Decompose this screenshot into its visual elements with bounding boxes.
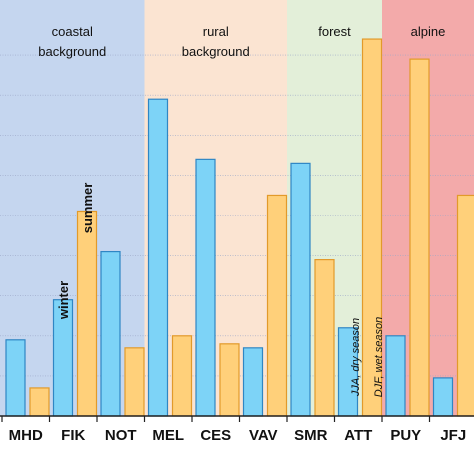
x-tick-label-NOT: NOT [105, 427, 137, 444]
region-label-0-line-0: coastal [52, 24, 93, 39]
bar-winter-JFJ [432, 377, 454, 417]
bar-summer-SMR [314, 259, 335, 417]
region-label-0-line-1: background [38, 44, 106, 59]
bar-winter-MEL [147, 98, 169, 417]
bar-summer-FIK [76, 210, 98, 417]
bar-winter-VAV [242, 347, 264, 417]
season-annotations: JJA, dry season DJF, wet season [350, 317, 385, 398]
region-background-1 [144, 0, 287, 416]
series-labels: winter summer [56, 183, 95, 320]
region-label-3-line-0: alpine [411, 24, 446, 39]
x-tick-label-FIK: FIK [61, 427, 85, 444]
bar-winter-PUY [385, 335, 406, 417]
bar-winter-MHD [5, 339, 26, 417]
bar-summer-JFJ [456, 194, 474, 417]
annotation-jja-dry-season: JJA, dry season [350, 318, 362, 397]
x-axis [0, 415, 474, 422]
bar-winter-NOT [100, 250, 121, 417]
x-tick-labels: MHD FIK NOT MEL CES VAV SMR ATT PUY JFJ [9, 427, 467, 444]
bar-winter-CES [195, 158, 216, 417]
x-tick-label-ATT: ATT [344, 427, 372, 444]
bar-summer-VAV [266, 194, 288, 417]
x-tick-label-SMR: SMR [294, 427, 328, 444]
region-labels: coastal background rural background forest al… [38, 24, 445, 59]
bar-summer-MHD [29, 387, 50, 417]
bar-winter-SMR [290, 162, 311, 417]
series-label-summer: summer [80, 183, 95, 234]
bar-summer-MEL [171, 335, 193, 417]
x-tick-label-JFJ: JFJ [440, 427, 466, 444]
bar-summer-NOT [124, 347, 145, 417]
region-label-1-line-1: background [182, 44, 250, 59]
bar-summer-CES [219, 343, 240, 417]
x-tick-label-MEL: MEL [152, 427, 184, 444]
region-label-2-line-0: forest [318, 24, 351, 39]
annotation-djf-wet-season: DJF, wet season [373, 317, 385, 398]
region-label-1-line-0: rural [203, 24, 229, 39]
series-label-winter: winter [56, 281, 71, 320]
x-tick-label-MHD: MHD [9, 427, 43, 444]
x-tick-label-PUY: PUY [390, 427, 421, 444]
x-tick-label-VAV: VAV [249, 427, 278, 444]
bar-summer-PUY [409, 58, 430, 417]
bars [5, 38, 474, 417]
x-tick-label-CES: CES [200, 427, 231, 444]
